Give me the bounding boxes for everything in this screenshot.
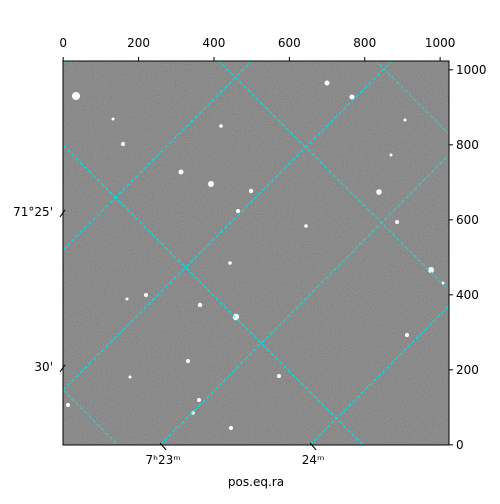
ra-tick xyxy=(309,442,317,451)
x-tick-label: 0 xyxy=(59,36,67,50)
x-tick-label: 200 xyxy=(127,36,150,50)
ra-tick-label: 24ᵐ xyxy=(302,453,325,467)
coordinate-grid xyxy=(63,61,449,445)
y-tick-label: 200 xyxy=(456,363,479,377)
x-tick-label: 400 xyxy=(203,36,226,50)
y-tick-label: 800 xyxy=(456,138,479,152)
dec-tick xyxy=(59,364,66,373)
dec-tick-label: 71°25' xyxy=(13,205,53,219)
y-tick-label: 400 xyxy=(456,288,479,302)
x-axis-label: pos.eq.ra xyxy=(228,475,284,489)
x-tick-label: 800 xyxy=(353,36,376,50)
ra-tick-label: 7ʰ23ᵐ xyxy=(145,453,180,467)
x-tick-label: 1000 xyxy=(425,36,456,50)
image xyxy=(62,60,450,446)
y-tick-label: 1000 xyxy=(456,63,487,77)
dec-tick xyxy=(59,209,66,218)
ra-tick xyxy=(159,442,167,451)
y-tick-label: 0 xyxy=(456,438,464,452)
dec-tick-label: 30' xyxy=(34,360,53,374)
x-tick-label: 600 xyxy=(278,36,301,50)
y-tick-label: 600 xyxy=(456,213,479,227)
